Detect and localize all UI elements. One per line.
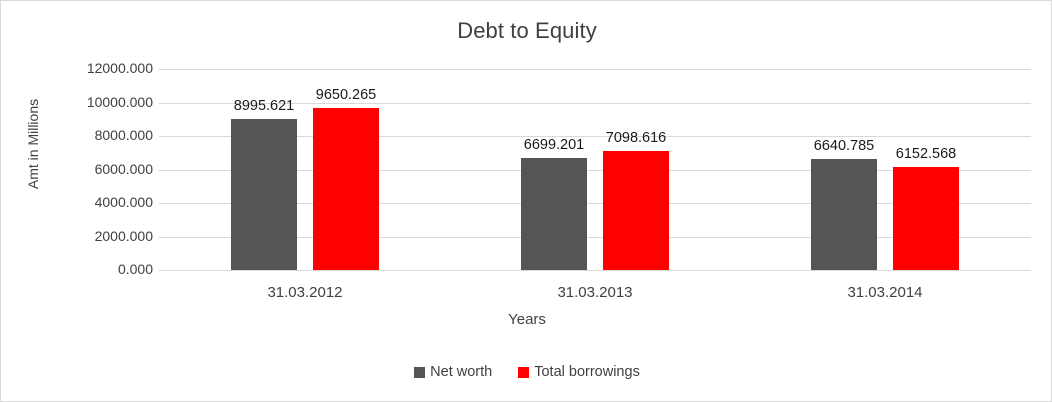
y-axis-tick-label: 10000.000 (86, 93, 153, 110)
gridline (159, 169, 1031, 171)
x-axis-title: Years (508, 311, 546, 328)
bar (313, 108, 379, 270)
y-axis-tick-label: 12000.000 (86, 60, 153, 76)
x-axis-category-label: 31.03.2014 (847, 284, 923, 301)
plot-area (159, 69, 1031, 271)
bar-data-label: 6699.201 (523, 136, 585, 153)
bar-data-label: 6640.785 (813, 137, 875, 154)
gridline (159, 69, 1031, 70)
y-axis-tick-labels: 12000.000 10000.000 8000.000 6000.000 4000.0… (29, 1, 153, 401)
legend-label: Net worth (430, 364, 493, 380)
y-axis-tick-label: 0.000 (117, 261, 153, 277)
legend-item[interactable]: Total borrowings (518, 364, 640, 380)
x-axis-category-label: 31.03.2012 (267, 284, 343, 301)
chart-legend: Net worth Total borrowings (1, 364, 1051, 380)
legend-item[interactable]: Net worth (414, 364, 492, 380)
y-axis-tick-label: 8000.000 (94, 127, 153, 143)
y-axis-tick-label: 6000.000 (94, 160, 153, 177)
bar (811, 158, 877, 270)
x-axis-category-label: 31.03.2013 (557, 284, 633, 301)
bar (521, 157, 587, 270)
bar (603, 151, 669, 270)
bar (231, 119, 297, 270)
legend-label: Total borrowings (534, 364, 640, 380)
legend-swatch-icon (414, 366, 426, 378)
bar-data-label: 9650.265 (315, 87, 377, 104)
bar-data-label: 6152.568 (895, 145, 957, 162)
gridline (159, 102, 1031, 104)
gridline (159, 136, 1031, 137)
chart-title: Debt to Equity (457, 18, 597, 43)
gridline (159, 236, 1031, 238)
gridline (159, 270, 1031, 271)
y-axis-tick-label: 4000.000 (94, 194, 153, 210)
bar (893, 166, 959, 270)
legend-swatch-icon (518, 366, 530, 378)
bar-data-label: 8995.621 (233, 98, 295, 115)
bar-data-label: 7098.616 (605, 130, 667, 147)
y-axis-tick-label: 2000.000 (94, 227, 153, 244)
gridline (159, 203, 1031, 204)
